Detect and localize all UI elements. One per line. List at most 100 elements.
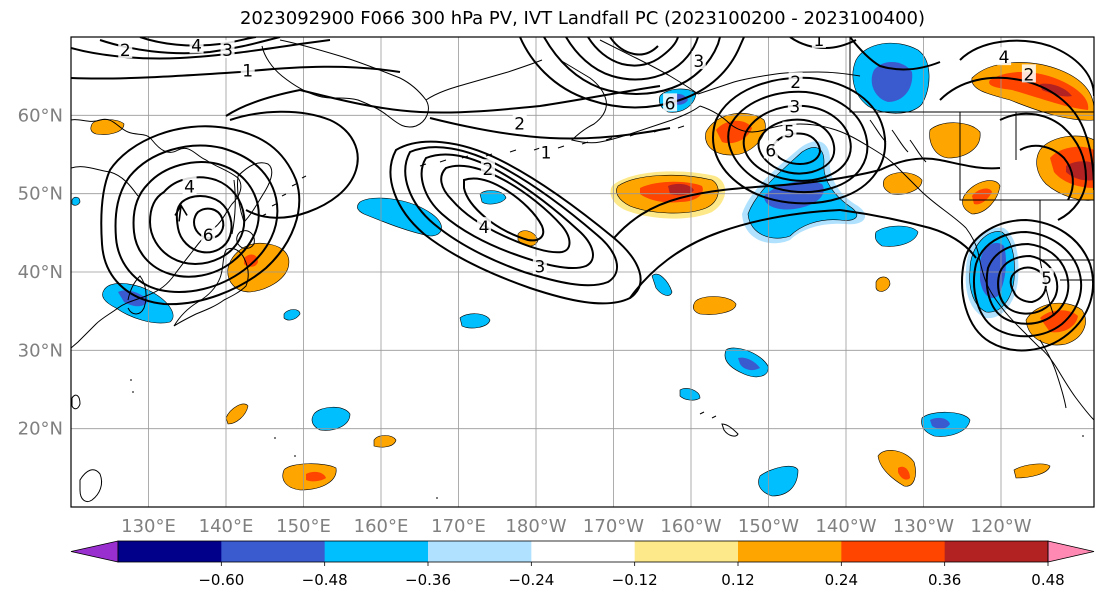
- contour-label-bg: [997, 47, 1012, 66]
- contour-label-bg: [220, 40, 235, 59]
- colorbar: −0.60 −0.48 −0.36 −0.24 −0.12 0.12 0.24 0.36 0.4…: [70, 540, 1095, 589]
- ivt-positive-california-core: [1040, 310, 1078, 333]
- ivt-negative-subtrop-8: [71, 196, 81, 206]
- pv-center-arrow: [174, 203, 188, 222]
- lon-tick-label: 130°W: [893, 516, 954, 537]
- map-border: [70, 36, 1095, 508]
- pv-contour-label: 3: [789, 98, 800, 118]
- contour-label-bg: [477, 217, 492, 236]
- lat-tick-label: 20°N: [18, 419, 63, 440]
- coastlines: [71, 37, 1094, 503]
- contour-label-bg: [763, 140, 778, 159]
- ivt-negative-subtrop-4: [679, 388, 701, 401]
- colorbar-tick-label: −0.24: [508, 571, 554, 589]
- contour-label-bg: [182, 176, 197, 195]
- lon-tick-label: 170°E: [431, 516, 486, 537]
- colorbar-extend-max: [1047, 540, 1095, 563]
- contour-label-bg: [118, 40, 133, 59]
- contour-label-bg: [201, 224, 216, 243]
- lon-tick-label: 170°W: [583, 516, 644, 537]
- pv-contour-label: 2: [1023, 65, 1034, 85]
- colorbar-tick-label: −0.48: [302, 571, 348, 589]
- ivt-negative-subtrop-6-core: [930, 417, 950, 429]
- contour-label-bg: [539, 142, 554, 161]
- contour-label-bg: [782, 121, 797, 140]
- colorbar-segment: [428, 541, 532, 562]
- ivt-negative-subtrop-1: [459, 313, 491, 329]
- ivt-negative-korea-core: [118, 290, 148, 307]
- colorbar-tick-label: 0.36: [928, 571, 961, 589]
- lon-tick-labels: 130°E 140°E 150°E 160°E 170°E 180°W 170°W 160°W…: [121, 516, 1032, 537]
- ivt-negative-subtrop-5: [311, 406, 351, 431]
- contour-label-bg: [512, 113, 527, 132]
- lon-tick-label: 140°W: [815, 516, 876, 537]
- ivt-positive-subtrop-2: [875, 276, 891, 292]
- contour-label-bg: [480, 159, 495, 178]
- lon-tick-label: 140°E: [199, 516, 254, 537]
- colorbar-extend-min: [70, 540, 119, 563]
- ivt-positive-japan-core: [244, 254, 258, 267]
- contour-label-bg: [788, 72, 803, 91]
- contour-label-bg: [1021, 64, 1036, 83]
- ivt-positive-ncanada-max: [1040, 83, 1072, 97]
- colorbar-segment: [324, 541, 429, 562]
- ivt-negative-subtrop-2: [283, 309, 301, 321]
- colorbar-segment: [841, 541, 946, 562]
- lon-tick-label: 160°E: [354, 516, 409, 537]
- lon-tick-label: 150°W: [738, 516, 799, 537]
- contour-label-bg: [532, 256, 547, 275]
- colorbar-segment: [531, 541, 636, 562]
- lon-tick-label: 180°W: [505, 516, 566, 537]
- lat-tick-labels: 20°N 30°N 40°N 50°N 60°N: [18, 105, 63, 439]
- contour-label-bg: [240, 60, 255, 79]
- pv-contour-label: 4: [999, 48, 1010, 68]
- colorbar-segment: [738, 541, 842, 562]
- pv-contour-label: 3: [222, 41, 233, 61]
- ivt-negative-nep-4: [651, 273, 673, 296]
- colorbar-segment: [944, 541, 1049, 562]
- pv-contour-label: 3: [693, 52, 704, 72]
- lat-tick-label: 50°N: [18, 184, 63, 205]
- contour-label-bg: [663, 93, 678, 112]
- colorbar-tick-label: 0.48: [1031, 571, 1064, 589]
- contour-label-bg: [691, 51, 706, 70]
- lat-tick-label: 60°N: [18, 105, 63, 126]
- pv-contour-label: 6: [665, 94, 676, 114]
- ivt-positive-subtrop-7-core: [306, 471, 326, 482]
- colorbar-segment: [634, 541, 739, 562]
- ivt-positive-subtrop-6: [373, 435, 397, 448]
- pv-contour-label: 4: [191, 36, 202, 56]
- pv-contour-label: 2: [514, 115, 525, 135]
- colorbar-border: [117, 540, 1049, 563]
- colorbar-segment: [221, 541, 326, 562]
- map-title: 2023092900 F066 300 hPa PV, IVT Landfall…: [239, 8, 926, 29]
- ivt-positive-alaska-s-core: [716, 120, 752, 144]
- colorbar-segment: [118, 541, 222, 562]
- pv-contour-label: 4: [479, 218, 490, 238]
- colorbar-tick-label: −0.36: [405, 571, 451, 589]
- ivt-positive-bc-2: [929, 122, 981, 159]
- pv-contour-label: 2: [483, 160, 494, 180]
- colorbar-tick-label: −0.12: [612, 571, 658, 589]
- contour-label-bg: [189, 37, 204, 54]
- ivt-positive-subtrop-4: [1013, 463, 1051, 479]
- lon-tick-label: 130°E: [121, 516, 176, 537]
- ivt-negative-nep-2: [357, 197, 442, 237]
- colorbar-tick-label: 0.24: [825, 571, 858, 589]
- pv-contour-label: 5: [1041, 269, 1052, 289]
- ivt-negative-nep-1: [874, 225, 919, 247]
- lat-tick-label: 30°N: [18, 340, 63, 361]
- pv-contour-label: 1: [813, 31, 824, 51]
- lat-tick-label: 40°N: [18, 262, 63, 283]
- pv-contour-label: 1: [242, 61, 253, 81]
- contour-label-bg: [811, 37, 826, 48]
- pv-contour-label: 5: [784, 123, 795, 143]
- pv-contour-label: 6: [203, 226, 214, 246]
- contour-label-bg: [1039, 268, 1054, 287]
- colorbar-tick-label: −0.60: [198, 571, 244, 589]
- pv-contour-label: 4: [184, 177, 195, 197]
- pv-contour-label: 3: [534, 257, 545, 277]
- lon-tick-label: 150°E: [276, 516, 331, 537]
